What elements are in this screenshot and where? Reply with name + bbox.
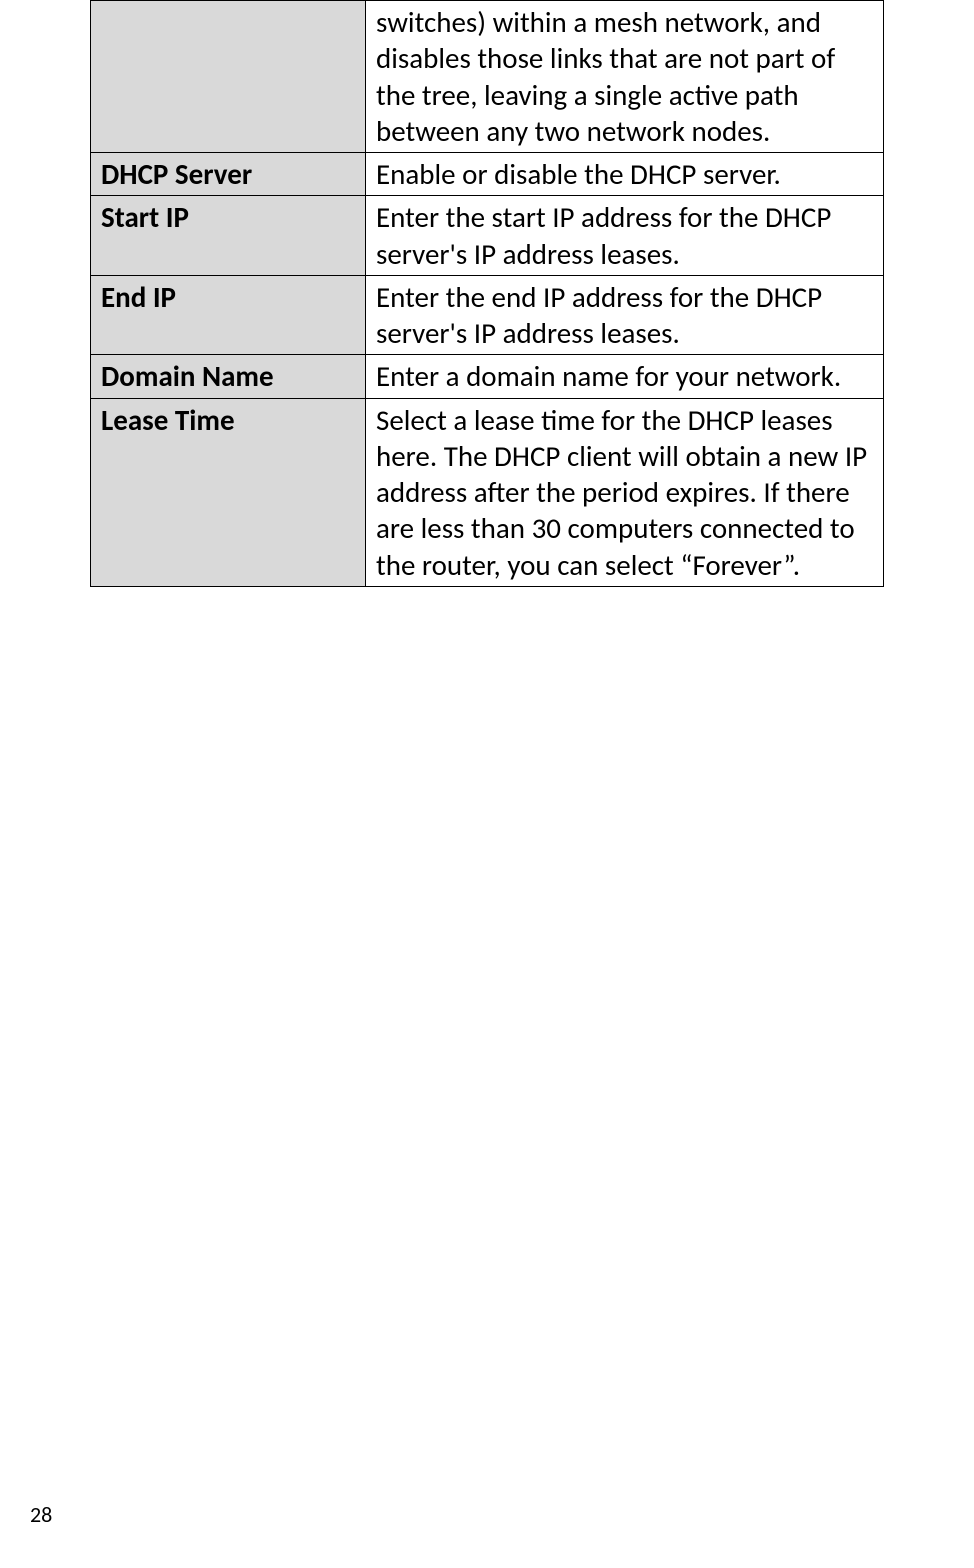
- settings-table: switches) within a mesh network, and dis…: [90, 0, 884, 587]
- table-row: Start IP Enter the start IP address for …: [91, 196, 884, 276]
- row-description: Enter the start IP address for the DHCP …: [366, 196, 884, 276]
- row-description: switches) within a mesh network, and dis…: [366, 1, 884, 153]
- row-description: Enable or disable the DHCP server.: [366, 153, 884, 196]
- row-label: Start IP: [91, 196, 366, 276]
- table-row: Lease Time Select a lease time for the D…: [91, 398, 884, 586]
- table-row: DHCP Server Enable or disable the DHCP s…: [91, 153, 884, 196]
- row-label: DHCP Server: [91, 153, 366, 196]
- row-label: End IP: [91, 275, 366, 355]
- row-label: Lease Time: [91, 398, 366, 586]
- table-row: End IP Enter the end IP address for the …: [91, 275, 884, 355]
- row-description: Select a lease time for the DHCP leases …: [366, 398, 884, 586]
- row-label: Domain Name: [91, 355, 366, 398]
- page-number: 28: [30, 1501, 52, 1528]
- table-row: switches) within a mesh network, and dis…: [91, 1, 884, 153]
- table-row: Domain Name Enter a domain name for your…: [91, 355, 884, 398]
- row-description: Enter the end IP address for the DHCP se…: [366, 275, 884, 355]
- row-description: Enter a domain name for your network.: [366, 355, 884, 398]
- row-label: [91, 1, 366, 153]
